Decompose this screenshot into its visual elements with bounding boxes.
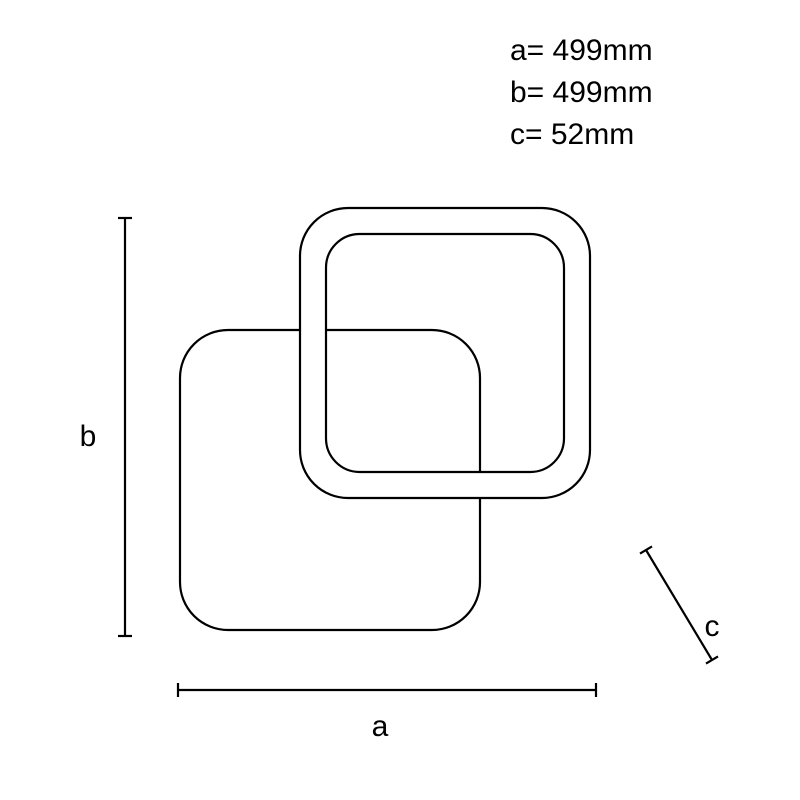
label-c: c bbox=[705, 610, 720, 643]
legend-c: c= 52mm bbox=[510, 118, 634, 151]
dimension-line-b bbox=[118, 218, 132, 636]
label-a: a bbox=[372, 710, 389, 743]
label-b: b bbox=[80, 420, 97, 453]
legend-a: a= 499mm bbox=[510, 34, 653, 67]
front-frame bbox=[300, 208, 590, 498]
dimension-line-a bbox=[178, 683, 596, 697]
dimension-line-c bbox=[640, 546, 718, 663]
legend-b: b= 499mm bbox=[510, 76, 653, 109]
